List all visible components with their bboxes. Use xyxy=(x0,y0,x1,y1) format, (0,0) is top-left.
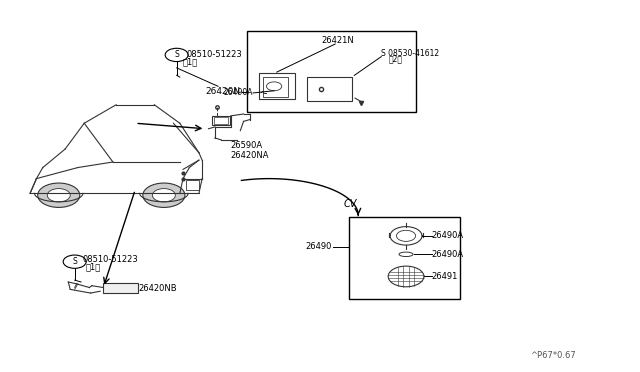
Bar xyxy=(262,77,288,97)
Text: CV: CV xyxy=(344,199,357,209)
Text: S 08530-41612: S 08530-41612 xyxy=(381,49,438,58)
Circle shape xyxy=(38,183,80,208)
Text: 26490A: 26490A xyxy=(223,89,253,97)
Text: 26421N: 26421N xyxy=(321,36,354,45)
Text: 26590A: 26590A xyxy=(231,141,263,150)
Text: S: S xyxy=(174,51,179,60)
Text: 26420NB: 26420NB xyxy=(138,284,177,293)
Bar xyxy=(103,283,138,293)
Text: 08510-51223: 08510-51223 xyxy=(186,51,242,60)
Bar xyxy=(214,117,228,124)
Bar xyxy=(246,31,415,112)
Circle shape xyxy=(143,183,185,208)
Text: ^P67*0.67: ^P67*0.67 xyxy=(531,350,576,359)
Bar xyxy=(349,217,460,299)
Text: 26490A: 26490A xyxy=(431,250,463,259)
Text: 26420N: 26420N xyxy=(205,87,241,96)
Bar xyxy=(259,73,294,99)
Bar xyxy=(212,116,230,125)
Text: 26490A: 26490A xyxy=(431,231,463,240)
Text: （2）: （2） xyxy=(389,54,403,63)
Text: S: S xyxy=(72,257,77,266)
Circle shape xyxy=(47,189,70,202)
Text: （1）: （1） xyxy=(86,262,100,271)
Bar xyxy=(307,77,352,101)
Text: 26490: 26490 xyxy=(305,242,332,251)
Text: 26491: 26491 xyxy=(431,272,458,281)
Text: （1）: （1） xyxy=(183,58,198,67)
Text: 26420NA: 26420NA xyxy=(231,151,269,160)
Circle shape xyxy=(152,189,175,202)
Text: 08510-51223: 08510-51223 xyxy=(83,255,138,264)
Bar xyxy=(186,180,199,190)
